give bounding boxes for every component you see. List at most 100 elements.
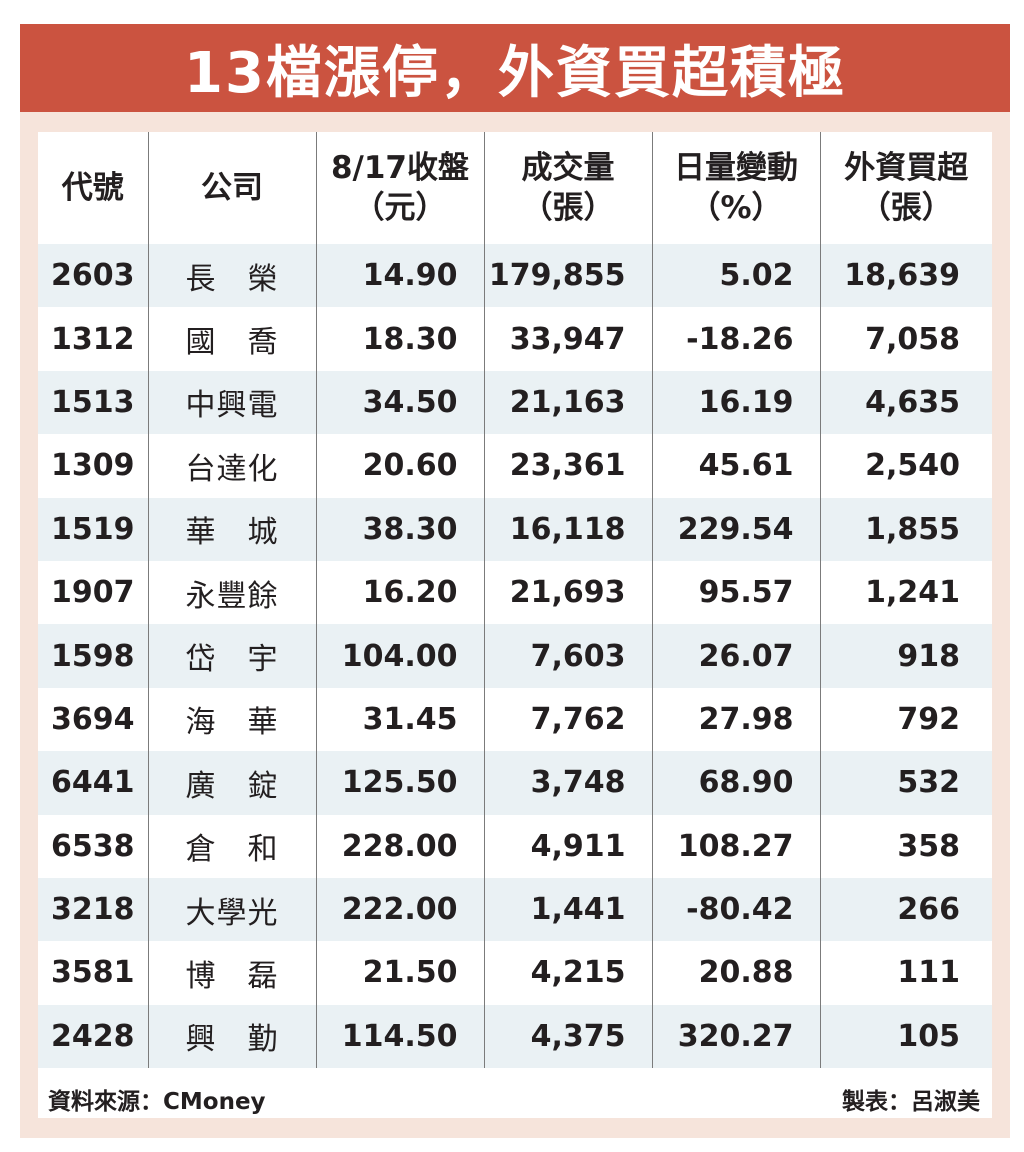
cell-foreign: 792: [819, 687, 992, 752]
table-row: 3218 大學光 222.00 1,441 -80.42 266: [38, 877, 992, 942]
header-code-label: 代號: [61, 170, 124, 206]
cell-change: 95.57: [651, 560, 820, 625]
cell-company: 中興電: [147, 370, 316, 435]
cell-foreign: 105: [819, 1004, 992, 1069]
source-note: 資料來源：CMoney: [48, 1089, 266, 1115]
cell-code: 3218: [38, 877, 148, 942]
cell-volume: 4,911: [483, 814, 652, 878]
header-close-unit: （元）: [353, 190, 447, 226]
cell-close: 222.00: [315, 877, 484, 942]
cell-code: 3694: [38, 687, 148, 752]
cell-volume: 33,947: [483, 307, 652, 371]
table-row: 1513 中興電 34.50 21,163 16.19 4,635: [38, 370, 992, 435]
header-code: 代號: [38, 132, 148, 244]
cell-code: 3581: [38, 941, 148, 1005]
cell-change: -18.26: [651, 307, 820, 371]
cell-close: 16.20: [315, 560, 484, 625]
table-footer: 資料來源：CMoney 製表：呂淑美: [38, 1072, 992, 1118]
cell-foreign: 18,639: [819, 244, 992, 308]
cell-code: 1907: [38, 560, 148, 625]
cell-change: 16.19: [651, 370, 820, 435]
cell-change: 27.98: [651, 687, 820, 752]
header-change: 日量變動 （%）: [651, 132, 820, 244]
cell-company: 華 城: [147, 497, 316, 561]
cell-close: 38.30: [315, 497, 484, 561]
cell-code: 2603: [38, 244, 148, 308]
table-row: 3581 博 磊 21.50 4,215 20.88 111: [38, 941, 992, 1005]
table-row: 6441 廣 錠 125.50 3,748 68.90 532: [38, 751, 992, 815]
cell-code: 1513: [38, 370, 148, 435]
cell-company: 永豐餘: [147, 560, 316, 625]
header-company: 公司: [147, 132, 316, 244]
page-title: 13檔漲停，外資買超積極: [184, 40, 846, 106]
table-body: 2603 長 榮 14.90 179,855 5.02 18,639 1312 國 喬 18.3…: [38, 244, 992, 1069]
cell-volume: 16,118: [483, 497, 652, 561]
table-row: 2603 長 榮 14.90 179,855 5.02 18,639: [38, 244, 992, 308]
cell-close: 104.00: [315, 624, 484, 688]
cell-close: 21.50: [315, 941, 484, 1005]
cell-foreign: 358: [819, 814, 992, 878]
cell-change: 45.61: [651, 434, 820, 498]
cell-close: 114.50: [315, 1004, 484, 1069]
cell-foreign: 532: [819, 751, 992, 815]
cell-volume: 179,855: [483, 244, 652, 308]
title-banner: 13檔漲停，外資買超積極: [20, 24, 1010, 112]
cell-foreign: 918: [819, 624, 992, 688]
cell-close: 228.00: [315, 814, 484, 878]
header-change-label: 日量變動: [674, 150, 798, 186]
cell-change: 229.54: [651, 497, 820, 561]
cell-code: 1312: [38, 307, 148, 371]
cell-volume: 7,603: [483, 624, 652, 688]
header-row: 代號 公司 8/17收盤 （元） 成交量 （張） 日量變動 （%） 外資買超 （張）: [38, 132, 992, 244]
cell-volume: 4,375: [483, 1004, 652, 1069]
cell-close: 31.45: [315, 687, 484, 752]
header-volume-unit: （張）: [521, 190, 615, 226]
cell-company: 國 喬: [147, 307, 316, 371]
cell-company: 興 勤: [147, 1004, 316, 1069]
cell-volume: 3,748: [483, 751, 652, 815]
cell-code: 1598: [38, 624, 148, 688]
table-row: 1309 台達化 20.60 23,361 45.61 2,540: [38, 434, 992, 498]
cell-foreign: 2,540: [819, 434, 992, 498]
cell-company: 長 榮: [147, 244, 316, 308]
header-change-unit: （%）: [689, 190, 783, 226]
cell-volume: 1,441: [483, 877, 652, 942]
header-close: 8/17收盤 （元）: [315, 132, 484, 244]
cell-code: 6441: [38, 751, 148, 815]
cell-code: 2428: [38, 1004, 148, 1069]
cell-change: 320.27: [651, 1004, 820, 1069]
cell-company: 博 磊: [147, 941, 316, 1005]
cell-change: -80.42: [651, 877, 820, 942]
cell-code: 1519: [38, 497, 148, 561]
header-foreign-label: 外資買超: [844, 150, 969, 186]
table-row: 1598 岱 宇 104.00 7,603 26.07 918: [38, 624, 992, 688]
cell-close: 18.30: [315, 307, 484, 371]
cell-change: 108.27: [651, 814, 820, 878]
cell-company: 廣 錠: [147, 751, 316, 815]
header-close-label: 8/17收盤: [330, 150, 470, 186]
cell-volume: 21,693: [483, 560, 652, 625]
cell-change: 26.07: [651, 624, 820, 688]
maker-note: 製表：呂淑美: [842, 1089, 980, 1115]
cell-code: 1309: [38, 434, 148, 498]
cell-volume: 7,762: [483, 687, 652, 752]
cell-close: 125.50: [315, 751, 484, 815]
header-foreign: 外資買超 （張）: [819, 132, 992, 244]
cell-company: 大學光: [147, 877, 316, 942]
cell-change: 5.02: [651, 244, 820, 308]
header-volume: 成交量 （張）: [483, 132, 652, 244]
header-volume-label: 成交量: [521, 150, 615, 186]
cell-foreign: 266: [819, 877, 992, 942]
cell-foreign: 111: [819, 941, 992, 1005]
cell-close: 14.90: [315, 244, 484, 308]
cell-volume: 21,163: [483, 370, 652, 435]
table-row: 3694 海 華 31.45 7,762 27.98 792: [38, 687, 992, 752]
cell-volume: 4,215: [483, 941, 652, 1005]
cell-foreign: 1,855: [819, 497, 992, 561]
header-company-label: 公司: [201, 170, 263, 206]
table-row: 1907 永豐餘 16.20 21,693 95.57 1,241: [38, 560, 992, 625]
stock-table: 代號 公司 8/17收盤 （元） 成交量 （張） 日量變動 （%） 外資買超 （張） 2…: [38, 132, 992, 1069]
cell-close: 20.60: [315, 434, 484, 498]
cell-company: 台達化: [147, 434, 316, 498]
cell-change: 20.88: [651, 941, 820, 1005]
